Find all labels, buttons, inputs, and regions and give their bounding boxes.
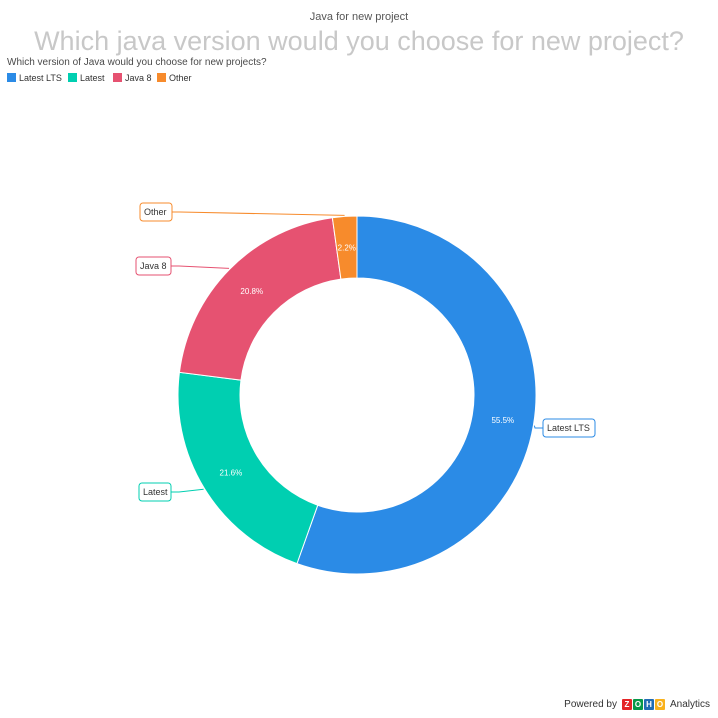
callout-box-latest [138,482,172,502]
zoho-logo-letter-o: O [632,699,643,710]
callout-line-java-8 [171,265,230,269]
donut-slices [177,215,537,575]
legend-swatch-java-8 [113,73,122,82]
zoho-logo-icon: Z O H O [621,699,665,710]
zoho-logo-letter-h: H [643,699,654,710]
powered-by-footer: Powered by Z O H O Analytics [564,699,710,710]
value-label-latest: 21.6% [220,468,243,477]
chart-title: Java for new project [310,11,408,23]
callout-line-latest [171,488,204,493]
chart-subtitle: Which java version would you choose for … [34,26,684,56]
callout-box-other [139,202,173,222]
chart-question: Which version of Java would you choose f… [7,57,267,68]
chart-legend: Latest LTS Latest Java 8 Other [7,73,192,83]
legend-item-latest[interactable]: Latest [68,73,105,83]
donut-slice-latest[interactable] [177,371,319,565]
zoho-logo-letter-z: Z [621,699,632,710]
callout-label-latest: Latest [143,487,168,497]
powered-by-text: Powered by [564,699,617,710]
callout-box-java-8 [135,256,172,276]
legend-swatch-latest-lts [7,73,16,82]
callout-box-latest-lts [542,418,596,438]
donut-value-labels: 55.5% 21.6% 20.8% 2.2% [220,243,515,477]
callout-line-other [172,211,345,216]
legend-item-other[interactable]: Other [157,73,192,83]
callout-label-other: Other [144,207,167,217]
donut-slice-latest-lts[interactable] [296,215,537,575]
callout-line-latest-lts [533,425,543,429]
legend-item-java-8[interactable]: Java 8 [113,73,152,83]
donut-slice-java-8[interactable] [178,217,342,381]
legend-item-latest-lts[interactable]: Latest LTS [7,73,62,83]
donut-callouts: Latest LTS Latest Java 8 Other [135,202,596,502]
legend-label-java-8: Java 8 [125,73,152,83]
callout-label-latest-lts: Latest LTS [547,423,590,433]
legend-label-other: Other [169,73,192,83]
zoho-logo-letter-o-second: O [654,699,665,710]
analytics-product-name: Analytics [669,699,710,710]
legend-label-latest-lts: Latest LTS [19,73,62,83]
donut-slice-other[interactable] [331,215,358,280]
value-label-java-8: 20.8% [240,287,263,296]
value-label-other: 2.2% [338,243,356,252]
legend-swatch-other [157,73,166,82]
legend-swatch-latest [68,73,77,82]
legend-label-latest: Latest [80,73,105,83]
value-label-latest-lts: 55.5% [491,416,514,425]
callout-label-java-8: Java 8 [140,261,167,271]
